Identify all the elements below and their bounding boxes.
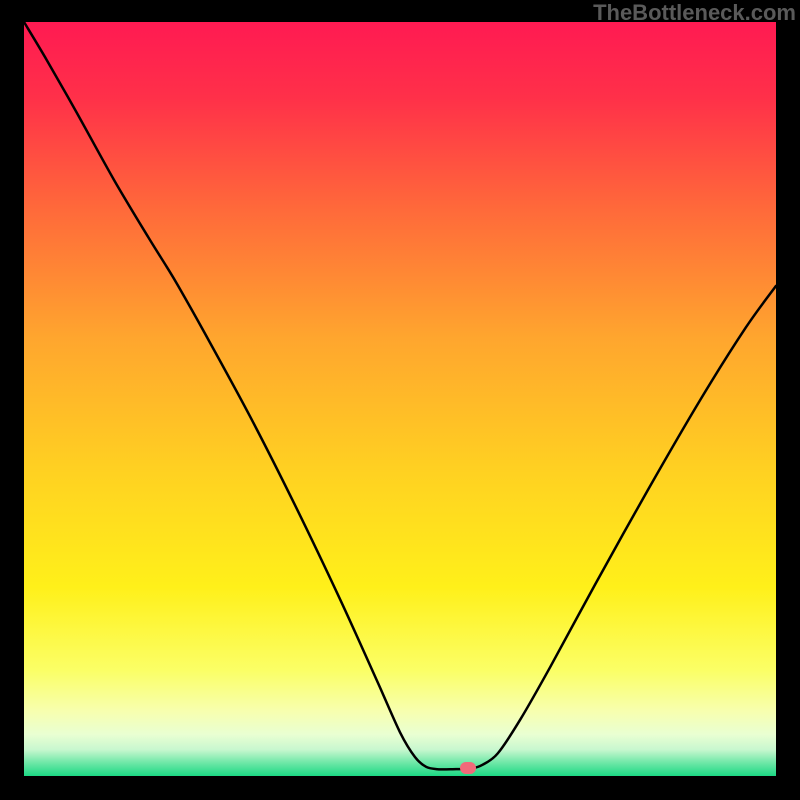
chart-frame: TheBottleneck.com [0,0,800,800]
optimum-marker [460,762,476,774]
plot-area [24,22,776,776]
watermark-text: TheBottleneck.com [593,0,796,26]
curve-layer [24,22,776,776]
bottleneck-curve [24,22,776,769]
